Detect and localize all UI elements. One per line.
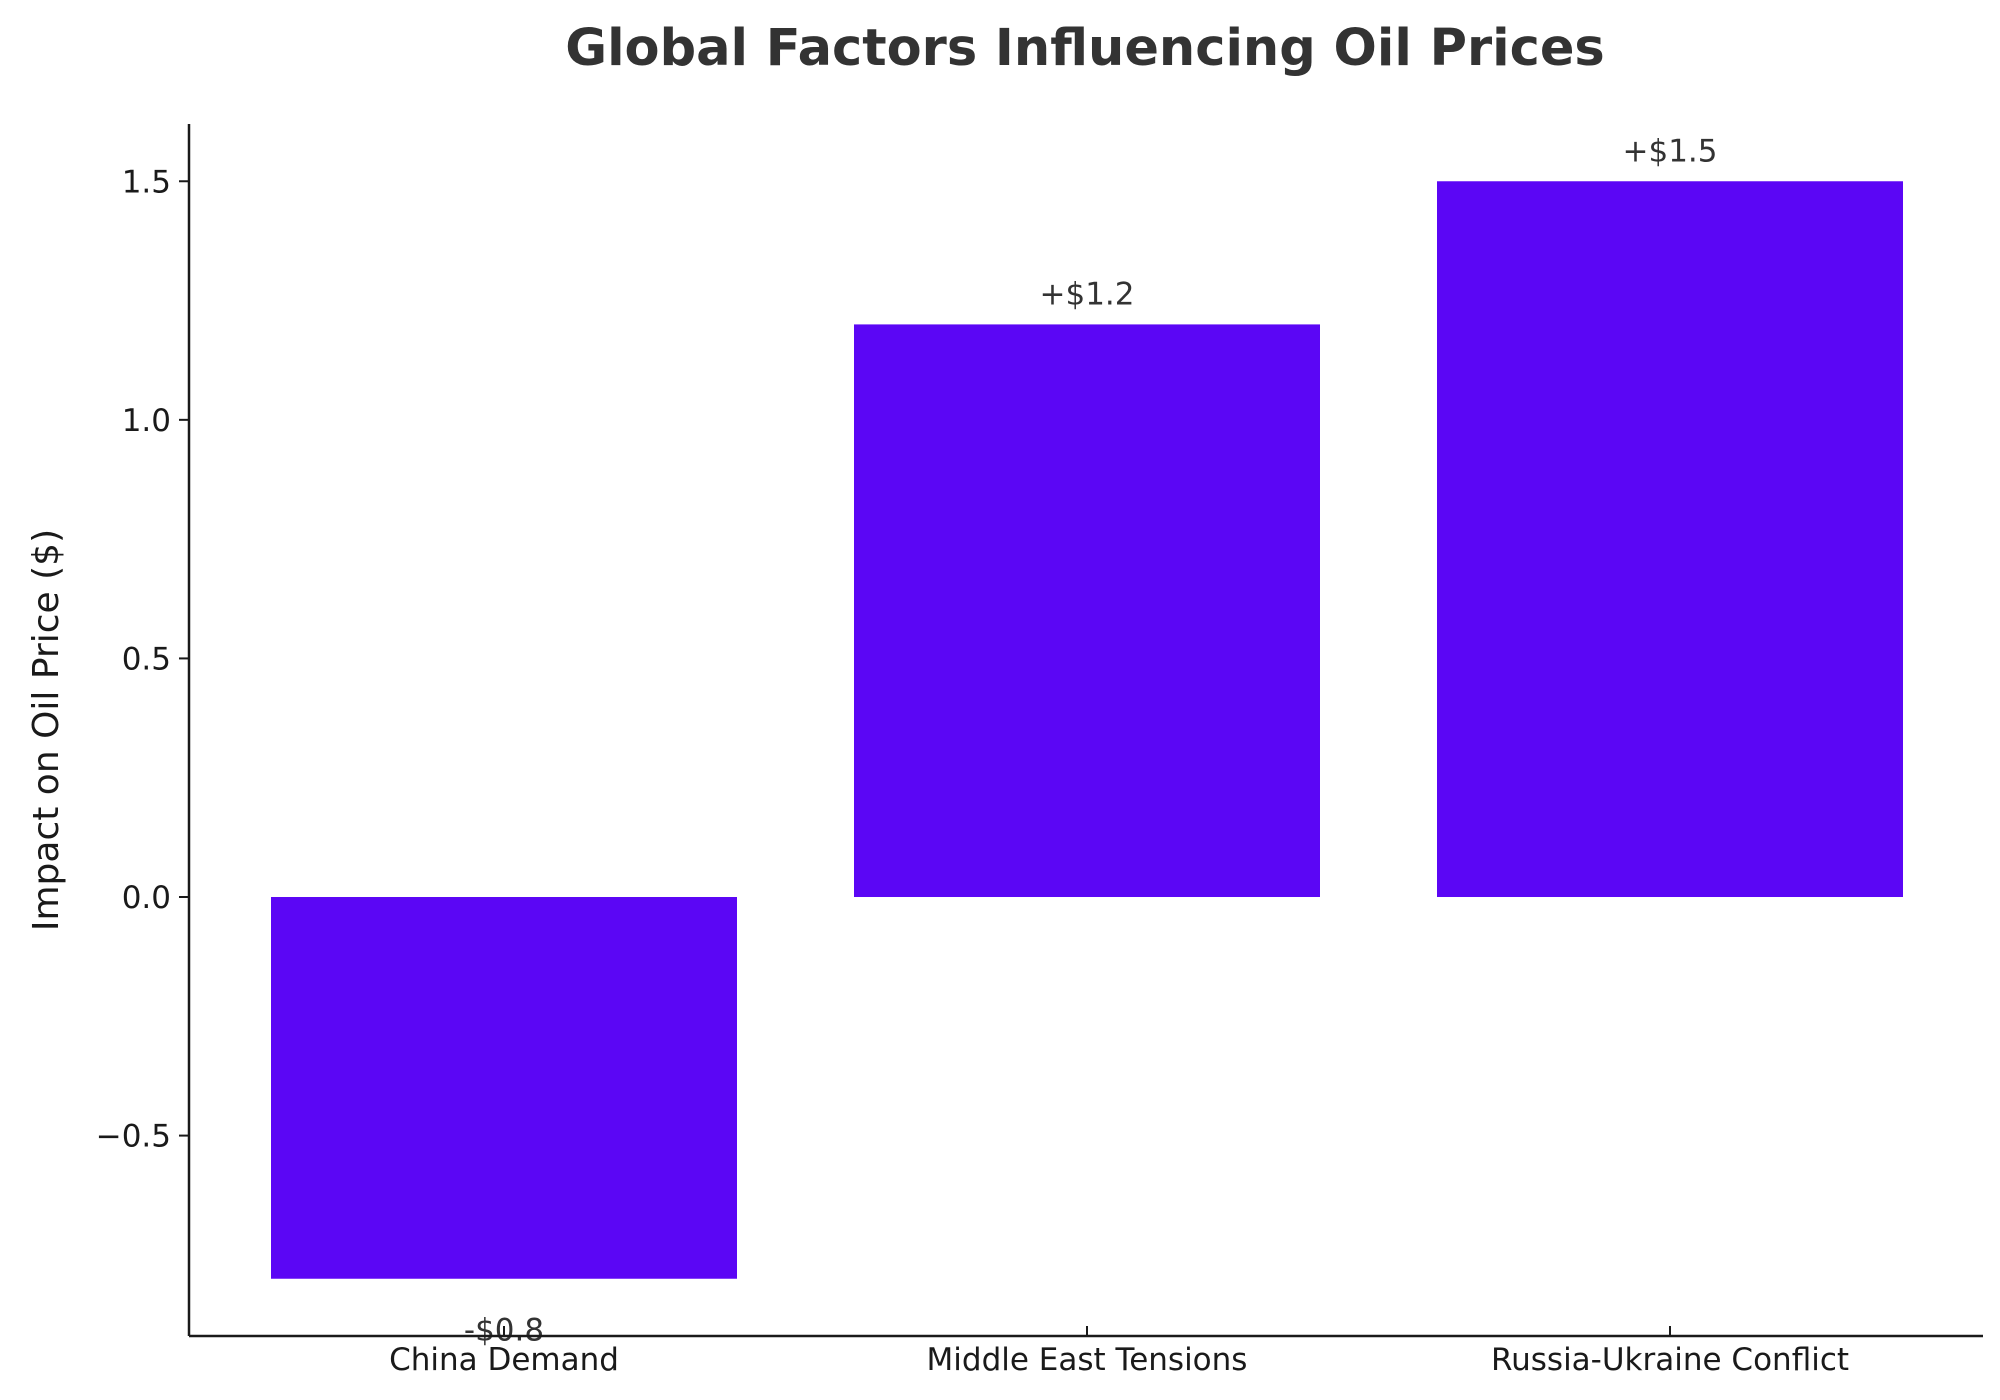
x-tick-label: China Demand (389, 1342, 619, 1378)
x-axis-ticks: China Demand Middle East Tensions Russia-U… (389, 1326, 1849, 1378)
x-tick-label: Middle East Tensions (927, 1342, 1248, 1378)
y-tick-label: −0.5 (96, 1119, 171, 1155)
bar (1437, 181, 1903, 898)
x-tick-label: Russia-Ukraine Conflict (1491, 1342, 1849, 1378)
bar-value-label: -$0.8 (464, 1313, 544, 1349)
data-labels: -$0.8 +$1.2 +$1.5 (464, 133, 1718, 1348)
bar-series (271, 181, 1903, 1279)
y-tick-label: 0.5 (122, 641, 171, 677)
chart-title: Global Factors Influencing Oil Prices (565, 19, 1605, 78)
y-tick-label: 1.5 (122, 164, 171, 200)
bar (854, 324, 1320, 898)
bar-value-label: +$1.2 (1040, 276, 1135, 312)
y-axis-ticks: −0.5 0.0 0.5 1.0 1.5 (96, 164, 189, 1155)
bar-value-label: +$1.5 (1623, 133, 1718, 169)
bar (271, 897, 737, 1279)
y-tick-label: 0.0 (122, 880, 171, 916)
y-tick-label: 1.0 (122, 403, 171, 439)
y-axis-label: Impact on Oil Price ($) (26, 529, 67, 931)
